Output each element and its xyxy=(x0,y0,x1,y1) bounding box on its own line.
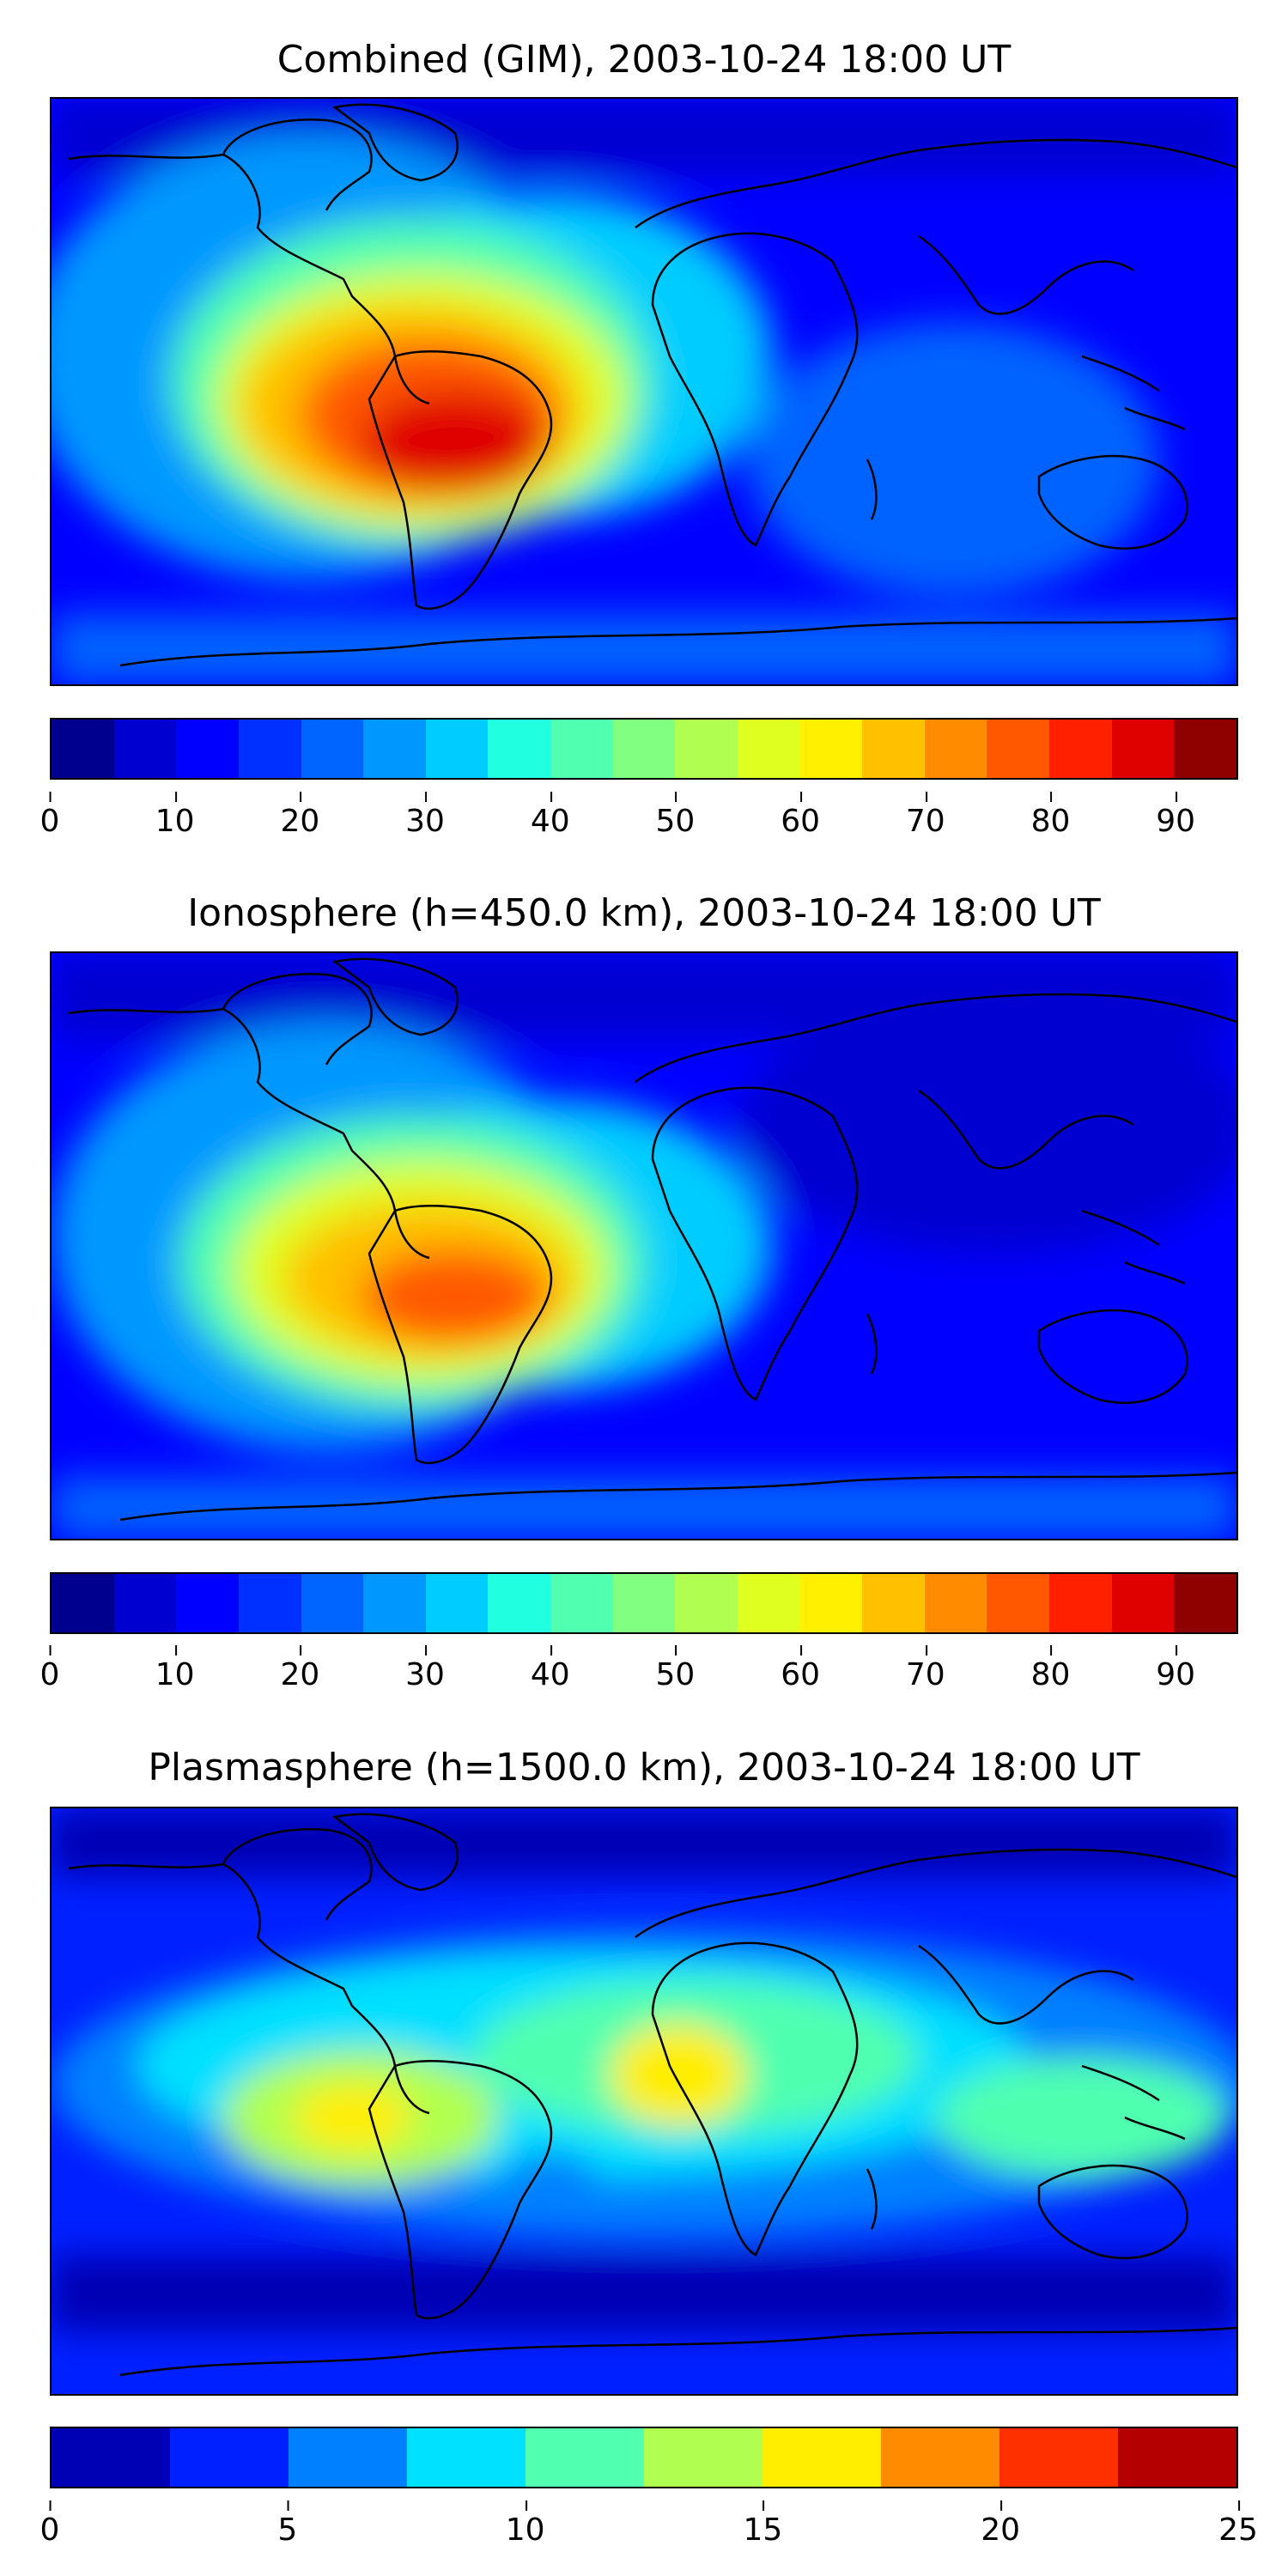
colorbar-tick-label: 0 xyxy=(39,2500,60,2548)
colorbar-segment xyxy=(612,720,676,778)
colorbar-tick-label: 10 xyxy=(155,1645,195,1692)
colorbar-segment xyxy=(737,720,800,778)
colorbar-tick-label: 60 xyxy=(781,1645,820,1692)
colorbar-segment xyxy=(488,1574,550,1632)
colorbar-segment xyxy=(862,1574,925,1632)
colorbar-tick-label: 25 xyxy=(1218,2500,1258,2548)
colorbar-tick-label: 0 xyxy=(39,792,60,839)
colorbar-segment xyxy=(176,720,239,778)
colorbar-segment xyxy=(924,1574,987,1632)
colorbar-tick-label: 90 xyxy=(1156,792,1196,839)
colorbar-segment xyxy=(170,2428,289,2487)
colorbar-segment xyxy=(550,1574,613,1632)
colorbar-segment xyxy=(675,1574,738,1632)
colorbar-tick-label: 40 xyxy=(530,792,570,839)
colorbar-tick-label: 30 xyxy=(405,792,445,839)
colorbar-tick-label: 10 xyxy=(505,2500,545,2548)
colorbar-segment xyxy=(644,2428,762,2487)
colorbar-segment xyxy=(176,1574,239,1632)
map-ionosphere xyxy=(50,951,1238,1540)
colorbar-tick-label: 20 xyxy=(280,1645,320,1692)
colorbar-segment xyxy=(999,2428,1118,2487)
colorbar-segment xyxy=(1111,1574,1175,1632)
colorbar-segment xyxy=(238,1574,301,1632)
colorbar-tick-label: 0 xyxy=(39,1645,60,1692)
colorbar-segment xyxy=(526,2428,644,2487)
colorbar-combined xyxy=(50,718,1238,780)
colorbar-segment xyxy=(52,720,114,778)
colorbar-tick-label: 5 xyxy=(277,2500,298,2548)
colorbar-segment xyxy=(799,1574,863,1632)
colorbar-segment xyxy=(799,720,863,778)
panel-title-ionosphere: Ionosphere (h=450.0 km), 2003-10-24 18:0… xyxy=(187,891,1101,935)
colorbar-segment xyxy=(737,1574,800,1632)
colorbar-segment xyxy=(924,720,987,778)
colorbar-tick-label: 20 xyxy=(280,792,320,839)
colorbar-segment xyxy=(1111,720,1175,778)
colorbar-segment xyxy=(113,1574,177,1632)
colorbar-tick-label: 90 xyxy=(1156,1645,1196,1692)
colorbar-segment xyxy=(881,2428,999,2487)
colorbar-segment xyxy=(1174,1574,1236,1632)
colorbar-segment xyxy=(762,2428,881,2487)
colorbar-segment xyxy=(425,1574,489,1632)
colorbar-segment xyxy=(1118,2428,1236,2487)
colorbar-tick-label: 70 xyxy=(905,792,945,839)
colorbar-segment xyxy=(425,720,489,778)
colorbar-ticks-ionosphere: 0 10 20 30 40 50 60 70 80 90 xyxy=(40,1645,1238,1709)
colorbar-segment xyxy=(612,1574,676,1632)
colorbar-segment xyxy=(675,720,738,778)
colorbar-segment xyxy=(238,720,301,778)
colorbar-segment xyxy=(550,720,613,778)
colorbar-tick-label: 15 xyxy=(743,2500,783,2548)
colorbar-segment xyxy=(363,1574,426,1632)
colorbar-ticks-plasmasphere: 0 5 10 15 20 25 xyxy=(40,2500,1258,2564)
colorbar-tick-label: 30 xyxy=(405,1645,445,1692)
panel-title-plasmasphere: Plasmasphere (h=1500.0 km), 2003-10-24 1… xyxy=(148,1746,1140,1789)
colorbar-tick-label: 10 xyxy=(155,792,195,839)
colorbar-tick-label: 70 xyxy=(905,1645,945,1692)
colorbar-segment xyxy=(363,720,426,778)
colorbar-segment xyxy=(1049,720,1112,778)
colorbar-segment xyxy=(52,1574,114,1632)
panel-title-combined: Combined (GIM), 2003-10-24 18:00 UT xyxy=(276,38,1012,82)
colorbar-ionosphere xyxy=(50,1572,1238,1634)
colorbar-tick-label: 50 xyxy=(655,792,696,839)
colorbar-segment xyxy=(407,2428,526,2487)
colorbar-tick-label: 40 xyxy=(530,1645,570,1692)
colorbar-segment xyxy=(289,2428,407,2487)
colorbar-segment xyxy=(987,1574,1049,1632)
map-plasmasphere xyxy=(50,1807,1238,2396)
colorbar-segment xyxy=(301,1574,364,1632)
colorbar-segment xyxy=(301,720,364,778)
colorbar-segment xyxy=(488,720,550,778)
colorbar-ticks-combined: 0 10 20 30 40 50 60 70 80 90 xyxy=(40,792,1238,855)
map-combined xyxy=(50,97,1238,686)
colorbar-segment xyxy=(862,720,925,778)
colorbar-tick-label: 50 xyxy=(655,1645,696,1692)
colorbar-segment xyxy=(52,2428,170,2487)
colorbar-segment xyxy=(1174,720,1236,778)
colorbar-segment xyxy=(1049,1574,1112,1632)
colorbar-tick-label: 80 xyxy=(1030,792,1071,839)
colorbar-plasmasphere xyxy=(50,2427,1238,2488)
colorbar-segment xyxy=(113,720,177,778)
colorbar-segment xyxy=(987,720,1049,778)
colorbar-tick-label: 60 xyxy=(781,792,820,839)
colorbar-tick-label: 80 xyxy=(1030,1645,1071,1692)
colorbar-tick-label: 20 xyxy=(981,2500,1021,2548)
